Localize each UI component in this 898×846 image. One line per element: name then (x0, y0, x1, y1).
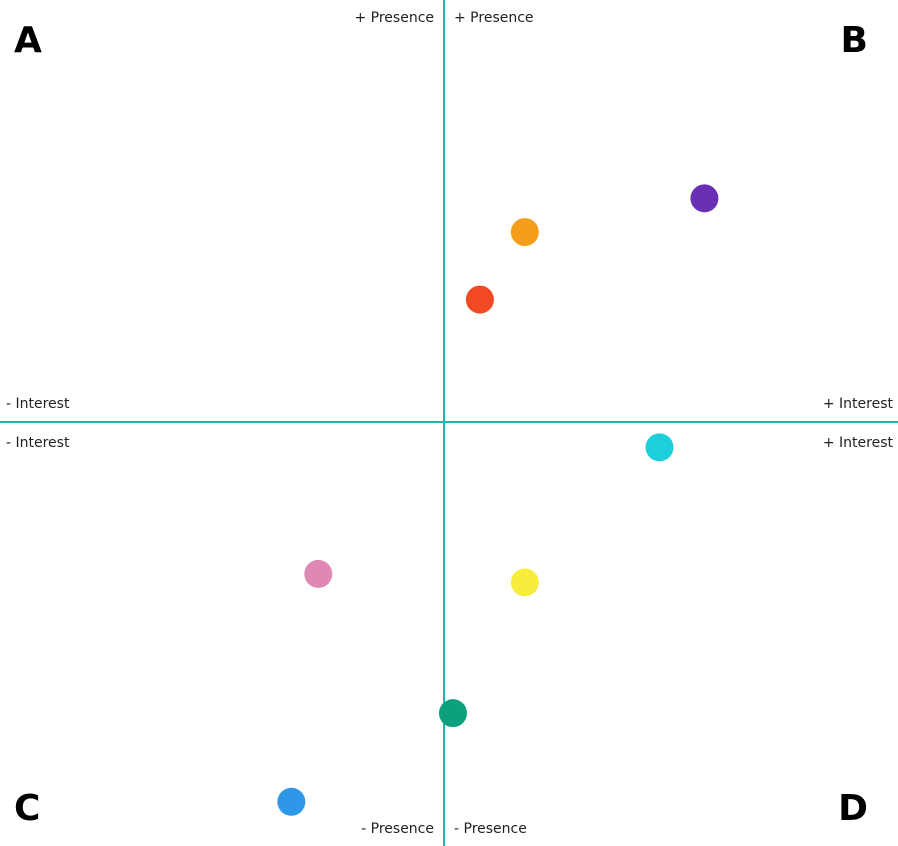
data-point-4 (645, 433, 674, 462)
quadrant-a-label: A (14, 20, 42, 61)
data-point-5 (304, 559, 333, 588)
lower-right-interest-label: + Interest (823, 435, 894, 451)
data-points (277, 184, 719, 816)
data-point-1 (690, 184, 719, 213)
data-point-2 (510, 218, 539, 247)
upper-left-interest-label: - Interest (6, 396, 70, 412)
data-point-6 (510, 568, 539, 597)
lower-left-interest-label: - Interest (6, 435, 70, 451)
top-left-presence-label: + Presence (354, 10, 434, 26)
quadrant-b-label: B (841, 20, 868, 61)
data-point-3 (465, 285, 494, 314)
quadrant-c-label: C (14, 788, 40, 829)
data-point-8 (277, 787, 306, 816)
top-right-presence-label: + Presence (454, 10, 534, 26)
bottom-left-presence-label: - Presence (361, 821, 434, 837)
quadrant-d-label: D (838, 788, 868, 829)
upper-right-interest-label: + Interest (823, 396, 894, 412)
data-point-7 (438, 699, 467, 728)
bottom-right-presence-label: - Presence (454, 821, 527, 837)
